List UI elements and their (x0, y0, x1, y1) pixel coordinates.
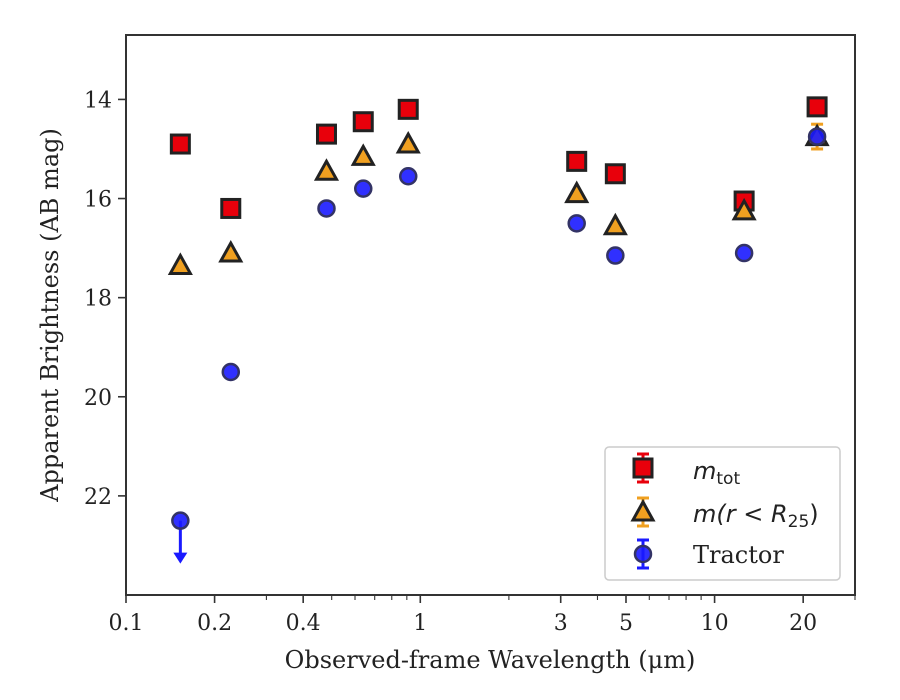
data-point (602, 212, 628, 236)
legend: mtot m(r < R25) Tractor (604, 446, 841, 581)
series-square (169, 96, 828, 219)
upper-limit-arrowhead (173, 552, 188, 564)
data-point (564, 180, 590, 204)
y-tick-label: 20 (84, 386, 112, 411)
data-point (313, 158, 340, 181)
legend-label-mtot: mtot (693, 457, 740, 489)
data-marks (167, 96, 830, 564)
x-tick-label: 5 (619, 611, 633, 636)
data-point (806, 96, 828, 118)
data-point (395, 130, 421, 154)
x-tick-label: 0.2 (197, 611, 232, 636)
x-tick-label: 20 (789, 611, 817, 636)
x-tick-label: 3 (554, 611, 568, 636)
data-point (221, 362, 241, 382)
y-tick-label: 16 (84, 188, 112, 213)
x-tick-label: 10 (701, 611, 729, 636)
y-tick-label: 14 (84, 88, 112, 113)
legend-label-tractor: Tractor (693, 541, 784, 569)
data-point (807, 127, 827, 146)
y-axis-ticks: 14 16 18 20 22 (84, 88, 126, 510)
legend-marker-triangle (630, 498, 656, 522)
data-point (397, 98, 419, 120)
legend-markers (630, 452, 656, 570)
data-point (567, 214, 586, 233)
data-point (171, 511, 190, 530)
data-point (604, 163, 626, 185)
x-tick-label: 0.1 (109, 611, 144, 636)
data-point (731, 197, 757, 221)
data-point (352, 111, 374, 133)
data-point (218, 239, 244, 263)
series-circle (171, 127, 827, 564)
data-point (167, 252, 193, 275)
data-point (354, 179, 373, 198)
data-point (220, 197, 242, 219)
data-point (606, 246, 625, 265)
data-point (566, 150, 588, 172)
legend-marker-circle (633, 544, 653, 564)
data-point (169, 133, 191, 155)
legend-box (604, 446, 841, 581)
data-point (734, 243, 754, 263)
data-point (315, 123, 337, 145)
y-axis-label: Apparent Brightness (AB mag) (36, 128, 64, 503)
x-tick-label: 0.4 (286, 611, 321, 636)
x-axis-ticks: 0.1 0.2 0.4 1 3 5 10 20 (109, 595, 856, 636)
legend-marker-square (632, 457, 654, 479)
legend-label-m-r25: m(r < R25) (693, 500, 819, 532)
y-tick-label: 18 (84, 287, 112, 312)
data-point (317, 199, 336, 218)
data-point (398, 166, 418, 186)
x-axis-label: Observed-frame Wavelength (μm) (285, 646, 696, 674)
data-point (350, 143, 376, 166)
x-tick-label: 1 (413, 611, 427, 636)
y-tick-label: 22 (84, 485, 112, 510)
